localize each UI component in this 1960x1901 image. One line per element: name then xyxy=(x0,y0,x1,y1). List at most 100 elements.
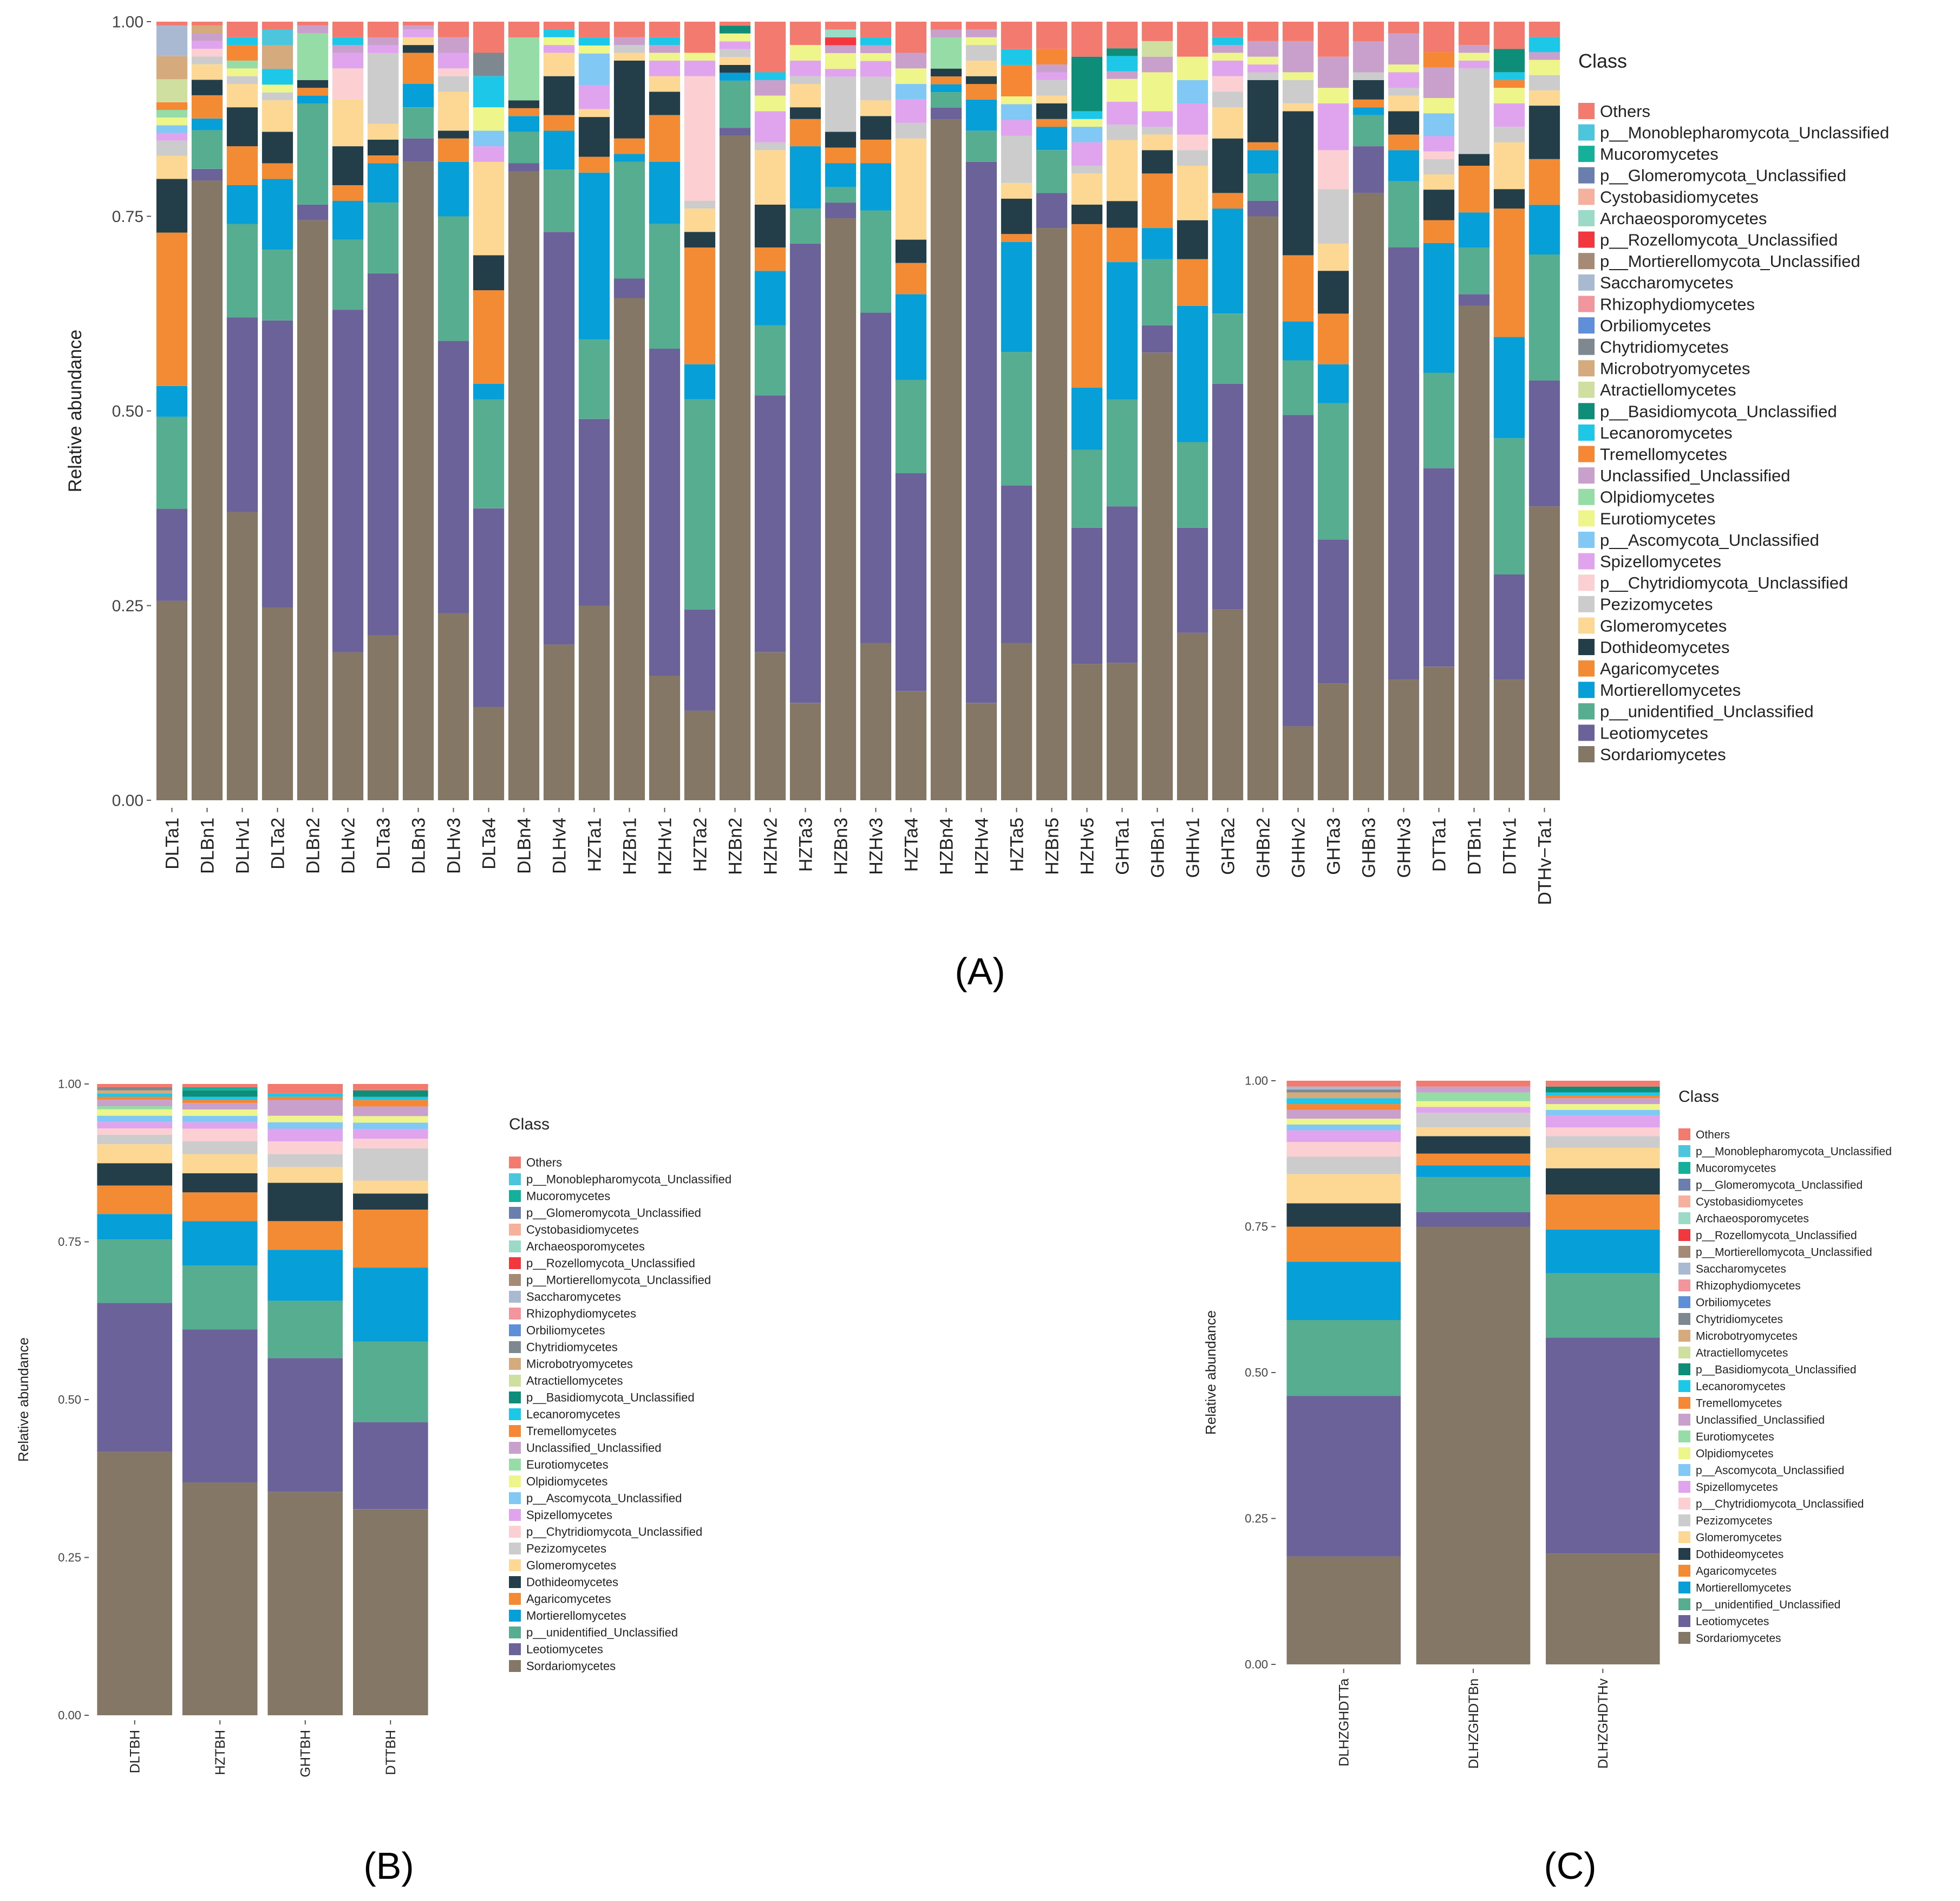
bar-segment-mortierellomycetes xyxy=(613,154,645,162)
x-tick-label: GHTa3 xyxy=(1323,818,1344,875)
legend-swatch-eurotiomycetes xyxy=(1678,1430,1690,1442)
legend-label-p-glomeromycota-unclassified: p__Glomeromycota_Unclassified xyxy=(1696,1179,1863,1191)
bar-segment-pezizomycetes xyxy=(367,53,399,124)
legend-label-p-unidentified-unclassified: p__unidentified_Unclassified xyxy=(1600,702,1814,721)
panel-label-c: (C) xyxy=(1544,1845,1596,1887)
legend-label-archaeosporomycetes: Archaeosporomycetes xyxy=(526,1240,645,1253)
bar-segment-mucoromycetes xyxy=(182,1087,258,1090)
bar-segment-p-unidentified-unclassified xyxy=(578,339,610,419)
x-tick-label: DLTBH xyxy=(128,1730,143,1773)
bar-segment-olpidiomycetes xyxy=(226,60,258,69)
bar-segment-agaricomycetes xyxy=(684,247,716,364)
bar-segment-others xyxy=(1458,22,1490,45)
bar-segment-leotiomycetes xyxy=(1317,539,1349,684)
bar-segment-mortierellomycetes xyxy=(437,161,469,217)
legend-swatch-p-basidiomycota-unclassified xyxy=(509,1392,521,1403)
x-tick-label: DLHv2 xyxy=(338,818,358,874)
bar-segment-spizellomycetes xyxy=(353,1129,428,1139)
legend-label-microbotryomycetes: Microbotryomycetes xyxy=(1600,359,1750,378)
bar-segment-leotiomycetes xyxy=(1282,415,1314,727)
legend-swatch-agaricomycetes xyxy=(509,1593,521,1605)
bar-segment-dothideomycetes xyxy=(508,100,540,108)
bar-segment-sordariomycetes xyxy=(754,652,786,800)
legend-swatch-p-basidiomycota-unclassified xyxy=(1578,403,1595,420)
legend-swatch-orbiliomycetes xyxy=(1678,1296,1690,1308)
legend-swatch-mucoromycetes xyxy=(509,1190,521,1202)
bar-segment-glomeromycetes xyxy=(965,60,997,76)
bar-segment-agaricomycetes xyxy=(860,139,892,164)
bar-segment-glomeromycetes xyxy=(543,53,575,76)
legend-label-rhizophydiomycetes: Rhizophydiomycetes xyxy=(1600,295,1755,313)
bar-segment-agaricomycetes xyxy=(437,138,469,162)
bar-segment-dothideomycetes xyxy=(684,232,716,248)
bar-segment-p-unidentified-unclassified xyxy=(1458,247,1490,295)
legend-label-sordariomycetes: Sordariomycetes xyxy=(1600,745,1726,764)
bar-segment-p-unidentified-unclassified xyxy=(754,325,786,396)
bar-segment-agaricomycetes xyxy=(1071,224,1103,388)
panel-label-b: (B) xyxy=(363,1845,414,1887)
bar-segment-p-unidentified-unclassified xyxy=(1493,438,1525,574)
bar-segment-p-chytridiomycota-unclassified xyxy=(1212,76,1244,92)
bar-segment-eurotiomycetes xyxy=(1416,1101,1531,1107)
legend-label-p-monoblepharomycota-unclassified: p__Monoblepharomycota_Unclassified xyxy=(526,1173,731,1186)
bar-segment-agaricomycetes xyxy=(578,156,610,173)
bar-segment-agaricomycetes xyxy=(1388,134,1420,151)
bar-segment-p-unidentified-unclassified xyxy=(402,107,434,139)
legend-swatch-agaricomycetes xyxy=(1578,660,1595,677)
bar-segment-others xyxy=(1286,1081,1401,1087)
bar-segment-others xyxy=(1528,22,1560,37)
bar-segment-mortierellomycetes xyxy=(1141,228,1173,259)
bar-segment-p-chytridiomycota-unclassified xyxy=(191,49,223,57)
bar-segment-sordariomycetes xyxy=(719,135,751,801)
bar-segment-pezizomycetes xyxy=(1177,150,1208,166)
bar-segment-dothideomycetes xyxy=(1282,111,1314,256)
legend-swatch-chytridiomycetes xyxy=(1678,1313,1690,1325)
x-tick-label: GHBn2 xyxy=(1253,818,1273,878)
bar-segment-pezizomycetes xyxy=(1528,75,1560,90)
bar-segment-pezizomycetes xyxy=(262,92,293,101)
bar-segment-p-unidentified-unclassified xyxy=(191,130,223,169)
bar-segment-unclassified-unclassified xyxy=(754,80,786,96)
bar-segment-glomeromycetes xyxy=(613,53,645,61)
legend-label-leotiomycetes: Leotiomycetes xyxy=(1696,1615,1769,1628)
bar-segment-dothideomycetes xyxy=(860,116,892,140)
bar-segment-leotiomycetes xyxy=(367,273,399,635)
bar-segment-pezizomycetes xyxy=(1141,127,1173,135)
bar-segment-sordariomycetes xyxy=(473,707,505,800)
bar-segment-unclassified-unclassified xyxy=(1546,1098,1660,1105)
x-tick-label: DLTa2 xyxy=(267,818,288,870)
legend-swatch-glomeromycetes xyxy=(509,1559,521,1571)
bar-segment-leotiomycetes xyxy=(473,508,505,707)
bar-segment-eurotiomycetes xyxy=(226,68,258,76)
legend-label-p-chytridiomycota-unclassified: p__Chytridiomycota_Unclassified xyxy=(1600,573,1848,592)
bar-segment-sordariomycetes xyxy=(1528,506,1560,800)
bar-segment-p-ascomycota-unclassified xyxy=(267,1122,343,1129)
bar-segment-spizellomycetes xyxy=(1212,60,1244,76)
bar-segment-leotiomycetes xyxy=(226,317,258,512)
bar-segment-eurotiomycetes xyxy=(1106,79,1138,102)
bar-segment-pezizomycetes xyxy=(1353,72,1384,80)
bar-segment-glomeromycetes xyxy=(1528,90,1560,106)
bar-segment-p-unidentified-unclassified xyxy=(1036,150,1068,193)
bar-segment-leotiomycetes xyxy=(1286,1396,1401,1557)
bar-segment-unclassified-unclassified xyxy=(1353,41,1384,73)
bar-segment-glomeromycetes xyxy=(895,138,927,240)
bar-segment-leotiomycetes xyxy=(1001,486,1033,643)
legend-title: Class xyxy=(509,1115,550,1133)
bar-segment-agaricomycetes xyxy=(402,53,434,84)
bar-segment-sordariomycetes xyxy=(1212,609,1244,800)
legend-swatch-dothideomycetes xyxy=(1678,1548,1690,1560)
bar-segment-lecanoromycetes xyxy=(1546,1092,1660,1095)
legend-swatch-saccharomycetes xyxy=(1578,274,1595,291)
bar-segment-glomeromycetes xyxy=(1001,182,1033,199)
legend-swatch-olpidiomycetes xyxy=(1578,488,1595,505)
bar-segment-unclassified-unclassified xyxy=(182,1103,258,1110)
bar-segment-eurotiomycetes xyxy=(825,53,857,69)
bar-segment-agaricomycetes xyxy=(543,115,575,131)
bar-segment-dothideomycetes xyxy=(1528,106,1560,159)
bar-segment-glomeromycetes xyxy=(1212,107,1244,139)
bar-segment-others xyxy=(508,22,540,38)
bar-segment-unclassified-unclassified xyxy=(97,1100,172,1106)
bar-segment-pezizomycetes xyxy=(1423,159,1455,174)
bar-segment-others xyxy=(895,22,927,53)
